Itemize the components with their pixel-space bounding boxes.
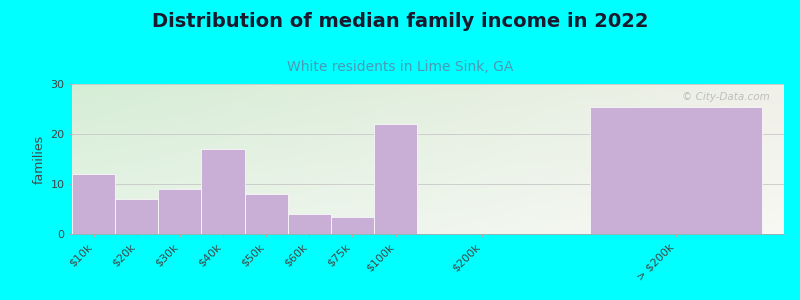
Bar [288, 214, 331, 234]
Y-axis label: families: families [33, 134, 46, 184]
Text: White residents in Lime Sink, GA: White residents in Lime Sink, GA [287, 60, 513, 74]
Bar [115, 199, 158, 234]
Bar [590, 106, 762, 234]
Bar [202, 149, 245, 234]
Bar [158, 189, 202, 234]
Text: © City-Data.com: © City-Data.com [682, 92, 770, 101]
Bar [331, 217, 374, 234]
Bar [72, 174, 115, 234]
Bar [374, 124, 418, 234]
Text: Distribution of median family income in 2022: Distribution of median family income in … [152, 12, 648, 31]
Bar [245, 194, 288, 234]
